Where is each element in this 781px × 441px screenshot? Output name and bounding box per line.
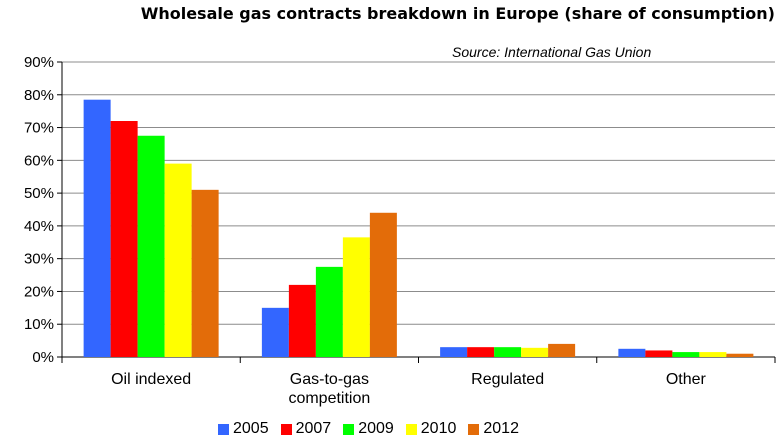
legend-label: 2010	[420, 420, 457, 437]
legend-swatch	[343, 423, 355, 435]
y-tick-label: 60%	[24, 152, 54, 169]
bar	[191, 189, 219, 357]
bar	[83, 99, 111, 357]
bar	[521, 347, 549, 357]
y-tick-label: 70%	[24, 120, 54, 137]
y-tick-label: 80%	[24, 87, 54, 104]
bar	[137, 135, 165, 357]
x-tick-label: Gas-to-gas	[290, 371, 369, 388]
legend-swatch	[405, 423, 417, 435]
bar	[315, 266, 343, 357]
legend-swatch	[280, 423, 292, 435]
x-tick-label: Oil indexed	[111, 371, 191, 388]
source-note: Source: International Gas Union	[452, 44, 652, 60]
y-tick-label: 30%	[24, 251, 54, 268]
bar	[645, 350, 673, 357]
legend-label: 2009	[358, 420, 394, 437]
x-tick-label: Other	[666, 371, 707, 388]
legend-item: 2009	[343, 420, 394, 438]
chart-legend: 2005 2007 2009 2010 2012	[218, 420, 519, 438]
legend-item: 2010	[405, 420, 457, 438]
legend-swatch	[468, 423, 480, 435]
bar	[288, 284, 316, 357]
bar	[369, 212, 397, 357]
bar	[618, 348, 646, 357]
y-tick-label: 20%	[24, 283, 54, 300]
bar	[164, 163, 192, 357]
bar	[110, 121, 138, 357]
y-tick-label: 40%	[24, 218, 54, 235]
y-tick-label: 0%	[32, 349, 54, 366]
legend-item: 2005	[218, 420, 269, 438]
y-tick-label: 10%	[24, 316, 54, 333]
legend-item: 2007	[280, 420, 332, 438]
legend-label: 2005	[233, 420, 269, 437]
x-tick-label: competition	[288, 390, 370, 407]
bar	[726, 353, 754, 357]
y-tick-label: 50%	[24, 185, 54, 202]
bar	[494, 347, 522, 357]
legend-label: 2012	[483, 420, 519, 437]
chart-title-text: Wholesale gas contracts breakdown in Eur…	[140, 4, 775, 23]
bar	[261, 307, 289, 357]
legend-label: 2007	[295, 420, 332, 437]
bar	[342, 237, 370, 357]
bar	[699, 352, 727, 357]
bar	[548, 343, 576, 357]
bar	[467, 347, 495, 357]
legend-item: 2012	[468, 420, 519, 438]
legend-swatch	[218, 423, 229, 435]
x-tick-label: Regulated	[471, 371, 544, 388]
bar	[672, 352, 700, 357]
chart-title: Wholesale gas contracts breakdown in Eur…	[0, 4, 781, 23]
y-tick-label: 90%	[24, 54, 54, 71]
bar	[440, 347, 468, 357]
